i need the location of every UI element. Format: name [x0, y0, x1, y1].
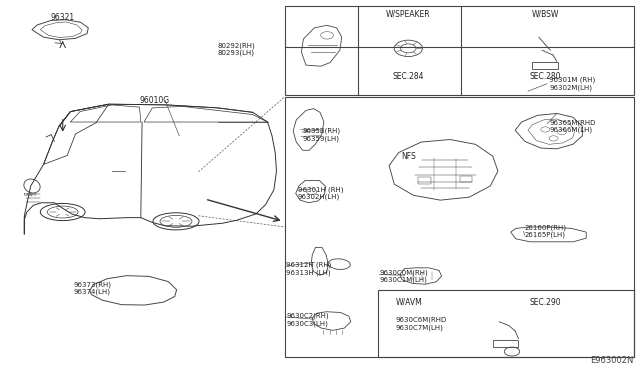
Text: SEC.280: SEC.280	[529, 72, 561, 81]
Text: W/AVM: W/AVM	[396, 298, 422, 307]
Text: NFS: NFS	[401, 152, 416, 161]
Text: 96373(RH)
96374(LH): 96373(RH) 96374(LH)	[74, 281, 111, 295]
Text: 9630C0M(RH)
9630C1M(LH): 9630C0M(RH) 9630C1M(LH)	[380, 269, 428, 283]
Text: 9630C6M(RHD
9630C7M(LH): 9630C6M(RHD 9630C7M(LH)	[396, 317, 447, 331]
Bar	[532, 62, 558, 69]
Bar	[493, 340, 518, 347]
Bar	[285, 97, 634, 357]
Text: 96321: 96321	[51, 13, 75, 22]
Text: SEC.290: SEC.290	[529, 298, 561, 307]
Text: W/BSW: W/BSW	[532, 10, 559, 19]
Text: 9635B(RH)
96359(LH): 9635B(RH) 96359(LH)	[302, 128, 340, 142]
Text: SEC.284: SEC.284	[392, 72, 424, 81]
Text: W/SPEAKER: W/SPEAKER	[386, 10, 431, 19]
Text: 26160P(RH)
26165P(LH): 26160P(RH) 26165P(LH)	[525, 224, 567, 238]
Text: 96312H (RH)
96313H (LH): 96312H (RH) 96313H (LH)	[286, 262, 332, 276]
Bar	[460, 176, 472, 182]
Text: 80292(RH)
80293(LH): 80292(RH) 80293(LH)	[218, 42, 255, 56]
Bar	[285, 6, 634, 95]
Text: 96301M (RH)
96302M(LH): 96301M (RH) 96302M(LH)	[549, 77, 595, 91]
Text: 9630C2(RH)
9630C3(LH): 9630C2(RH) 9630C3(LH)	[286, 313, 329, 327]
Bar	[418, 177, 431, 184]
Text: 96365M(RHD
96366M(LH): 96365M(RHD 96366M(LH)	[549, 119, 595, 134]
Text: E963002N: E963002N	[590, 356, 634, 365]
Text: 96301H (RH)
96302H(LH): 96301H (RH) 96302H(LH)	[298, 186, 343, 201]
Bar	[378, 290, 634, 357]
Text: 96010G: 96010G	[140, 96, 170, 105]
Text: INFINITI: INFINITI	[24, 193, 37, 197]
